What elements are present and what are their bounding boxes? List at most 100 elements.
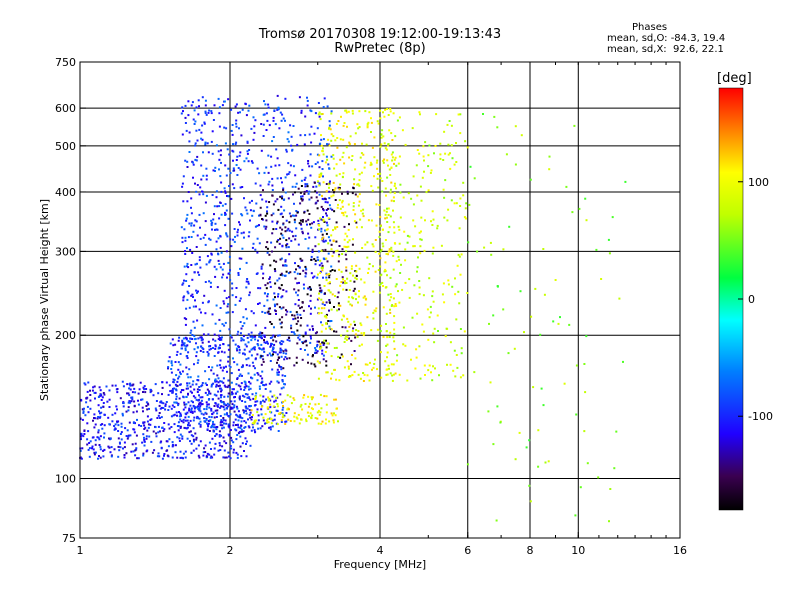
echo-point: [259, 427, 262, 430]
echo-point: [542, 248, 545, 250]
echo-point: [217, 377, 220, 380]
echo-point: [264, 413, 267, 416]
echo-point: [318, 292, 320, 295]
echo-point: [189, 331, 192, 334]
echo-point: [320, 407, 323, 410]
echo-point: [196, 155, 199, 158]
echo-point: [312, 408, 314, 411]
echo-point: [321, 113, 324, 115]
echo-point: [496, 285, 499, 288]
echo-point: [300, 403, 303, 406]
echo-point: [241, 442, 244, 445]
echo-point: [231, 403, 234, 406]
echo-point: [278, 277, 281, 280]
echo-point: [282, 406, 285, 409]
echo-point: [227, 311, 230, 314]
echo-point: [326, 105, 329, 108]
echo-point: [283, 209, 286, 212]
echo-point: [207, 352, 210, 355]
echo-point: [314, 417, 317, 419]
echo-point: [339, 138, 342, 141]
echo-point: [281, 197, 283, 200]
echo-point: [170, 426, 173, 428]
echo-point: [187, 422, 190, 424]
echo-point: [246, 141, 249, 144]
echo-point: [303, 190, 306, 193]
echo-point: [243, 411, 245, 414]
echo-point: [190, 224, 193, 227]
echo-point: [260, 265, 263, 268]
echo-point: [336, 309, 339, 312]
echo-point: [332, 251, 335, 254]
echo-point: [304, 115, 307, 118]
echo-point: [318, 297, 320, 300]
echo-point: [350, 265, 353, 268]
echo-point: [228, 255, 231, 258]
echo-point: [353, 287, 356, 290]
echo-point: [432, 332, 435, 335]
echo-point: [193, 224, 196, 227]
echo-point: [226, 405, 229, 408]
echo-point: [332, 419, 335, 422]
echo-point: [454, 375, 457, 378]
echo-point: [398, 301, 401, 304]
echo-point: [211, 398, 214, 401]
echo-point: [210, 369, 213, 372]
echo-point: [349, 303, 352, 306]
echo-point: [206, 428, 209, 431]
echo-point: [174, 361, 177, 363]
echo-point: [283, 414, 286, 417]
echo-point: [348, 141, 351, 144]
echo-point: [287, 227, 290, 230]
echo-point: [230, 372, 233, 375]
echo-point: [219, 154, 222, 157]
echo-point: [185, 273, 188, 276]
echo-point: [225, 233, 228, 236]
echo-point: [173, 431, 176, 434]
echo-point: [149, 391, 152, 394]
echo-point: [389, 108, 392, 110]
echo-point: [281, 244, 284, 247]
echo-point: [372, 311, 375, 314]
echo-point: [81, 408, 84, 411]
echo-point: [337, 291, 340, 294]
echo-point: [272, 136, 275, 138]
echo-point: [248, 364, 251, 367]
echo-point: [202, 333, 205, 336]
echo-point: [227, 392, 230, 395]
echo-point: [285, 313, 288, 316]
echo-point: [202, 348, 205, 351]
echo-point: [211, 412, 214, 415]
echo-point: [277, 208, 280, 211]
echo-point: [242, 316, 245, 319]
echo-point: [188, 424, 191, 427]
echo-point: [366, 256, 369, 259]
echo-point: [357, 127, 360, 130]
echo-point: [279, 226, 282, 229]
echo-point: [352, 187, 355, 190]
echo-point: [281, 215, 284, 218]
echo-point: [188, 340, 191, 343]
echo-point: [306, 99, 309, 102]
echo-point: [495, 519, 498, 522]
echo-point: [242, 352, 245, 355]
echo-point: [248, 104, 251, 107]
echo-point: [195, 383, 198, 386]
echo-point: [224, 211, 226, 214]
echo-point: [314, 365, 317, 368]
echo-point: [86, 443, 89, 446]
echo-point: [179, 418, 182, 421]
echo-point: [285, 150, 288, 153]
echo-point: [392, 297, 395, 300]
echo-point: [251, 416, 253, 418]
echo-point: [333, 412, 335, 415]
echo-point: [179, 425, 182, 428]
echo-point: [314, 236, 317, 239]
echo-point: [222, 273, 225, 276]
echo-point: [183, 295, 186, 298]
echo-point: [458, 227, 461, 230]
echo-point: [227, 360, 230, 363]
echo-point: [314, 403, 317, 406]
echo-point: [215, 190, 218, 193]
echo-point: [317, 307, 320, 310]
